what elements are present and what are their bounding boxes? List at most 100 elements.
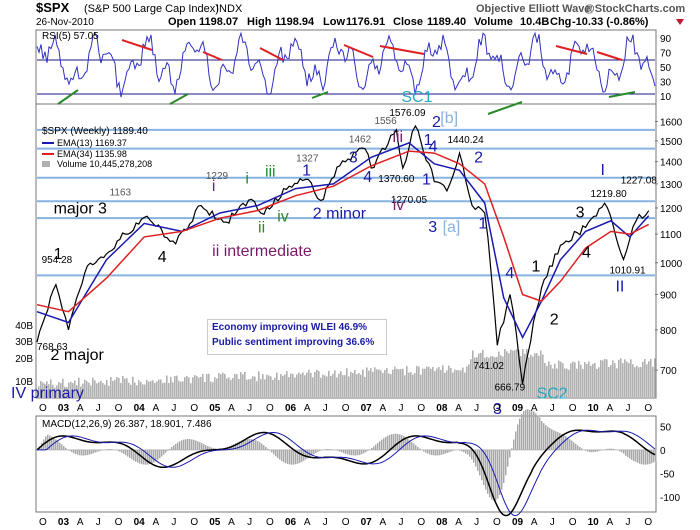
volume-bar (602, 360, 604, 397)
macd-histogram-bar (269, 449, 271, 451)
x-axis-label: 06 (285, 403, 297, 414)
volume-bar (516, 349, 518, 397)
macd-histogram-bar (403, 436, 405, 450)
volume-bar (520, 356, 522, 397)
macd-histogram-bar (407, 438, 409, 450)
macd-histogram-bar (175, 443, 177, 450)
wave-label: 1 (54, 246, 63, 263)
volume-bar (566, 368, 568, 397)
wave-label: 1 (422, 172, 431, 189)
macd-histogram-bar (353, 449, 355, 456)
volume-bar (412, 374, 414, 397)
macd-histogram-bar (117, 449, 119, 451)
volume-bar (532, 356, 534, 397)
rsi-series (36, 31, 656, 98)
volume-bar (236, 374, 238, 397)
macd-histogram-bar (147, 449, 149, 465)
volume-bar (446, 370, 448, 397)
x-axis-label: O (493, 517, 501, 528)
volume-bar (190, 383, 192, 397)
macd-histogram-bar (425, 449, 427, 453)
macd-histogram-bar (275, 449, 277, 457)
volume-bar (336, 377, 338, 397)
price-tick-label: 1300 (660, 180, 683, 191)
x-axis-label: 10 (588, 517, 600, 528)
volume-bar (630, 359, 632, 397)
macd-histogram-bar (259, 442, 261, 450)
macd-histogram-bar (507, 449, 509, 467)
wave-label: I (601, 162, 605, 179)
volume-bar (42, 382, 44, 397)
macd-histogram-bar (607, 448, 609, 450)
macd-histogram-bar (473, 449, 475, 463)
macd-histogram-bar (243, 439, 245, 450)
x-axis-label: A (531, 517, 538, 528)
close-label: Close (393, 16, 423, 28)
wave-label: ii (258, 219, 265, 236)
wave-label: SC2 (537, 386, 568, 403)
price-legend-main: $SPX (Weekly) 1189.40 (42, 126, 148, 137)
volume-bar (490, 356, 492, 397)
wave-label: 4 (429, 139, 438, 156)
x-axis-price: O 03 A J O 04 A J O 05 A J O 06 A J O 07 A J O 08 A J O 09 A J O 10 A J… (39, 403, 652, 414)
x-axis-label: O (115, 517, 123, 528)
x-axis-label: A (153, 403, 160, 414)
volume-bar (326, 376, 328, 397)
macd-histogram-bar (593, 449, 595, 453)
x-axis-label: A (607, 403, 614, 414)
macd-histogram-bar (581, 448, 583, 450)
macd-histogram-bar (135, 449, 137, 462)
macd-histogram-bar (207, 446, 209, 450)
price-point-label: 741.02 (473, 361, 504, 372)
volume-bar (222, 372, 224, 397)
volume-tick-label: 10B (15, 377, 33, 388)
macd-histogram-bar (591, 449, 593, 453)
volume-bar (620, 358, 622, 397)
macd-histogram-bar (247, 439, 249, 450)
wave-label: ii intermediate (212, 243, 312, 260)
macd-histogram-bar (587, 449, 589, 452)
wave-label: 2 major (51, 347, 105, 364)
macd-histogram-bar (529, 409, 531, 450)
macd-histogram-bar (167, 449, 169, 451)
volume-bar (382, 373, 384, 397)
volume-bar (270, 376, 272, 397)
volume-bars (38, 348, 656, 397)
volume-bar (140, 381, 142, 397)
volume-bar (550, 364, 552, 397)
wave-label: 1 (478, 215, 487, 232)
macd-histogram-bar (521, 414, 523, 450)
macd-histogram-bar (429, 449, 431, 455)
volume-bar (244, 371, 246, 397)
macd-histogram-bar (267, 448, 269, 450)
volume-bar (486, 356, 488, 397)
volume-bar (282, 375, 284, 397)
volume-bar (334, 370, 336, 397)
volume-bar (384, 370, 386, 397)
volume-bar (468, 364, 470, 397)
volume-bar (392, 369, 394, 397)
volume-bar (98, 382, 100, 397)
x-axis-label: 07 (361, 517, 373, 528)
volume-bar (100, 380, 102, 397)
volume-bar (438, 367, 440, 397)
macd-histogram-bar (163, 449, 165, 455)
volume-bar (90, 385, 92, 397)
volume-bar (368, 370, 370, 397)
macd-histogram-bar (85, 449, 87, 456)
macd-histogram-bar (291, 449, 293, 465)
volume-bar (50, 379, 52, 397)
macd-histogram-bar (209, 446, 211, 450)
macd-histogram-bar (417, 446, 419, 450)
macd-histogram-bar (309, 449, 311, 457)
volume-bar (78, 377, 80, 397)
volume-bar (440, 369, 442, 397)
price-series (36, 124, 650, 385)
macd-histogram-bar (363, 449, 365, 454)
volume-bar (590, 365, 592, 397)
volume-bar (598, 367, 600, 397)
volume-bar (424, 368, 426, 397)
wave-label: i (212, 178, 216, 195)
volume-bar (428, 366, 430, 397)
